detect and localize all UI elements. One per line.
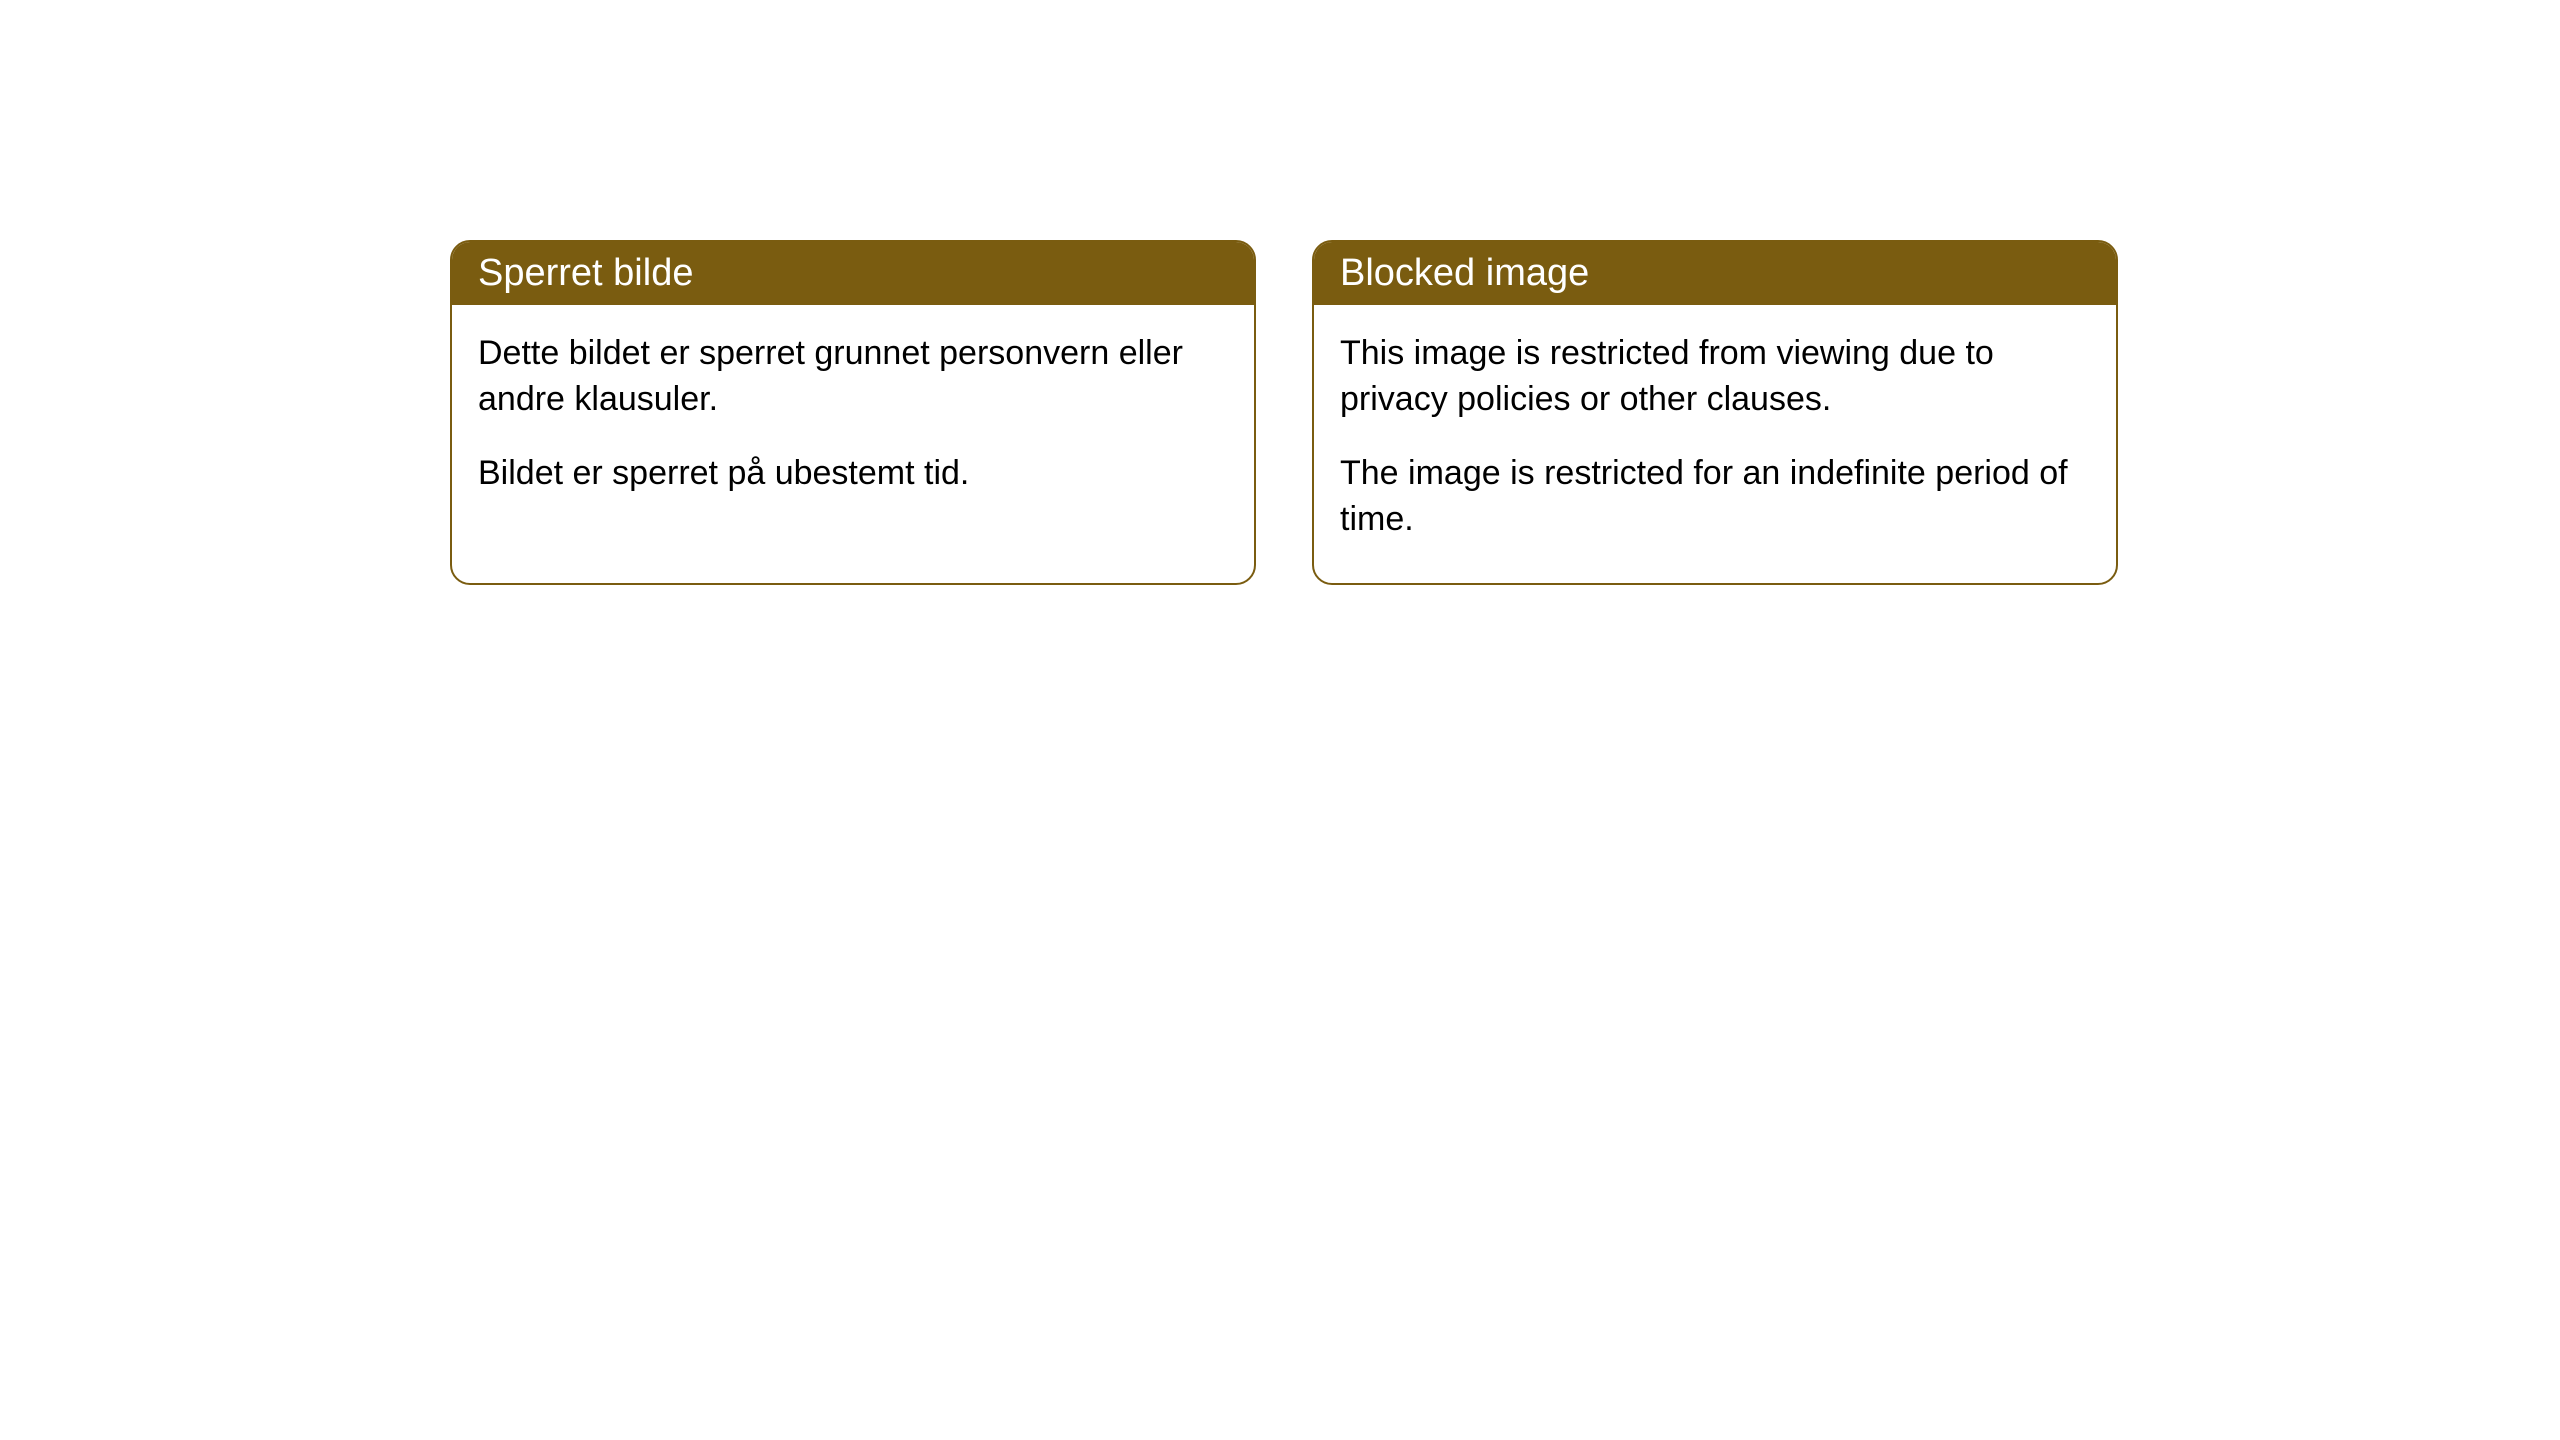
notice-title-norwegian: Sperret bilde	[478, 252, 693, 294]
notice-header-english: Blocked image	[1314, 242, 2116, 305]
notice-paragraph2-norwegian: Bildet er sperret på ubestemt tid.	[478, 451, 1228, 497]
notice-container: Sperret bilde Dette bildet er sperret gr…	[450, 240, 2118, 585]
notice-title-english: Blocked image	[1340, 252, 1589, 294]
notice-paragraph2-english: The image is restricted for an indefinit…	[1340, 451, 2090, 543]
notice-body-norwegian: Dette bildet er sperret grunnet personve…	[452, 305, 1254, 537]
notice-paragraph1-english: This image is restricted from viewing du…	[1340, 331, 2090, 423]
notice-body-english: This image is restricted from viewing du…	[1314, 305, 2116, 583]
notice-header-norwegian: Sperret bilde	[452, 242, 1254, 305]
notice-card-norwegian: Sperret bilde Dette bildet er sperret gr…	[450, 240, 1256, 585]
notice-paragraph1-norwegian: Dette bildet er sperret grunnet personve…	[478, 331, 1228, 423]
notice-card-english: Blocked image This image is restricted f…	[1312, 240, 2118, 585]
